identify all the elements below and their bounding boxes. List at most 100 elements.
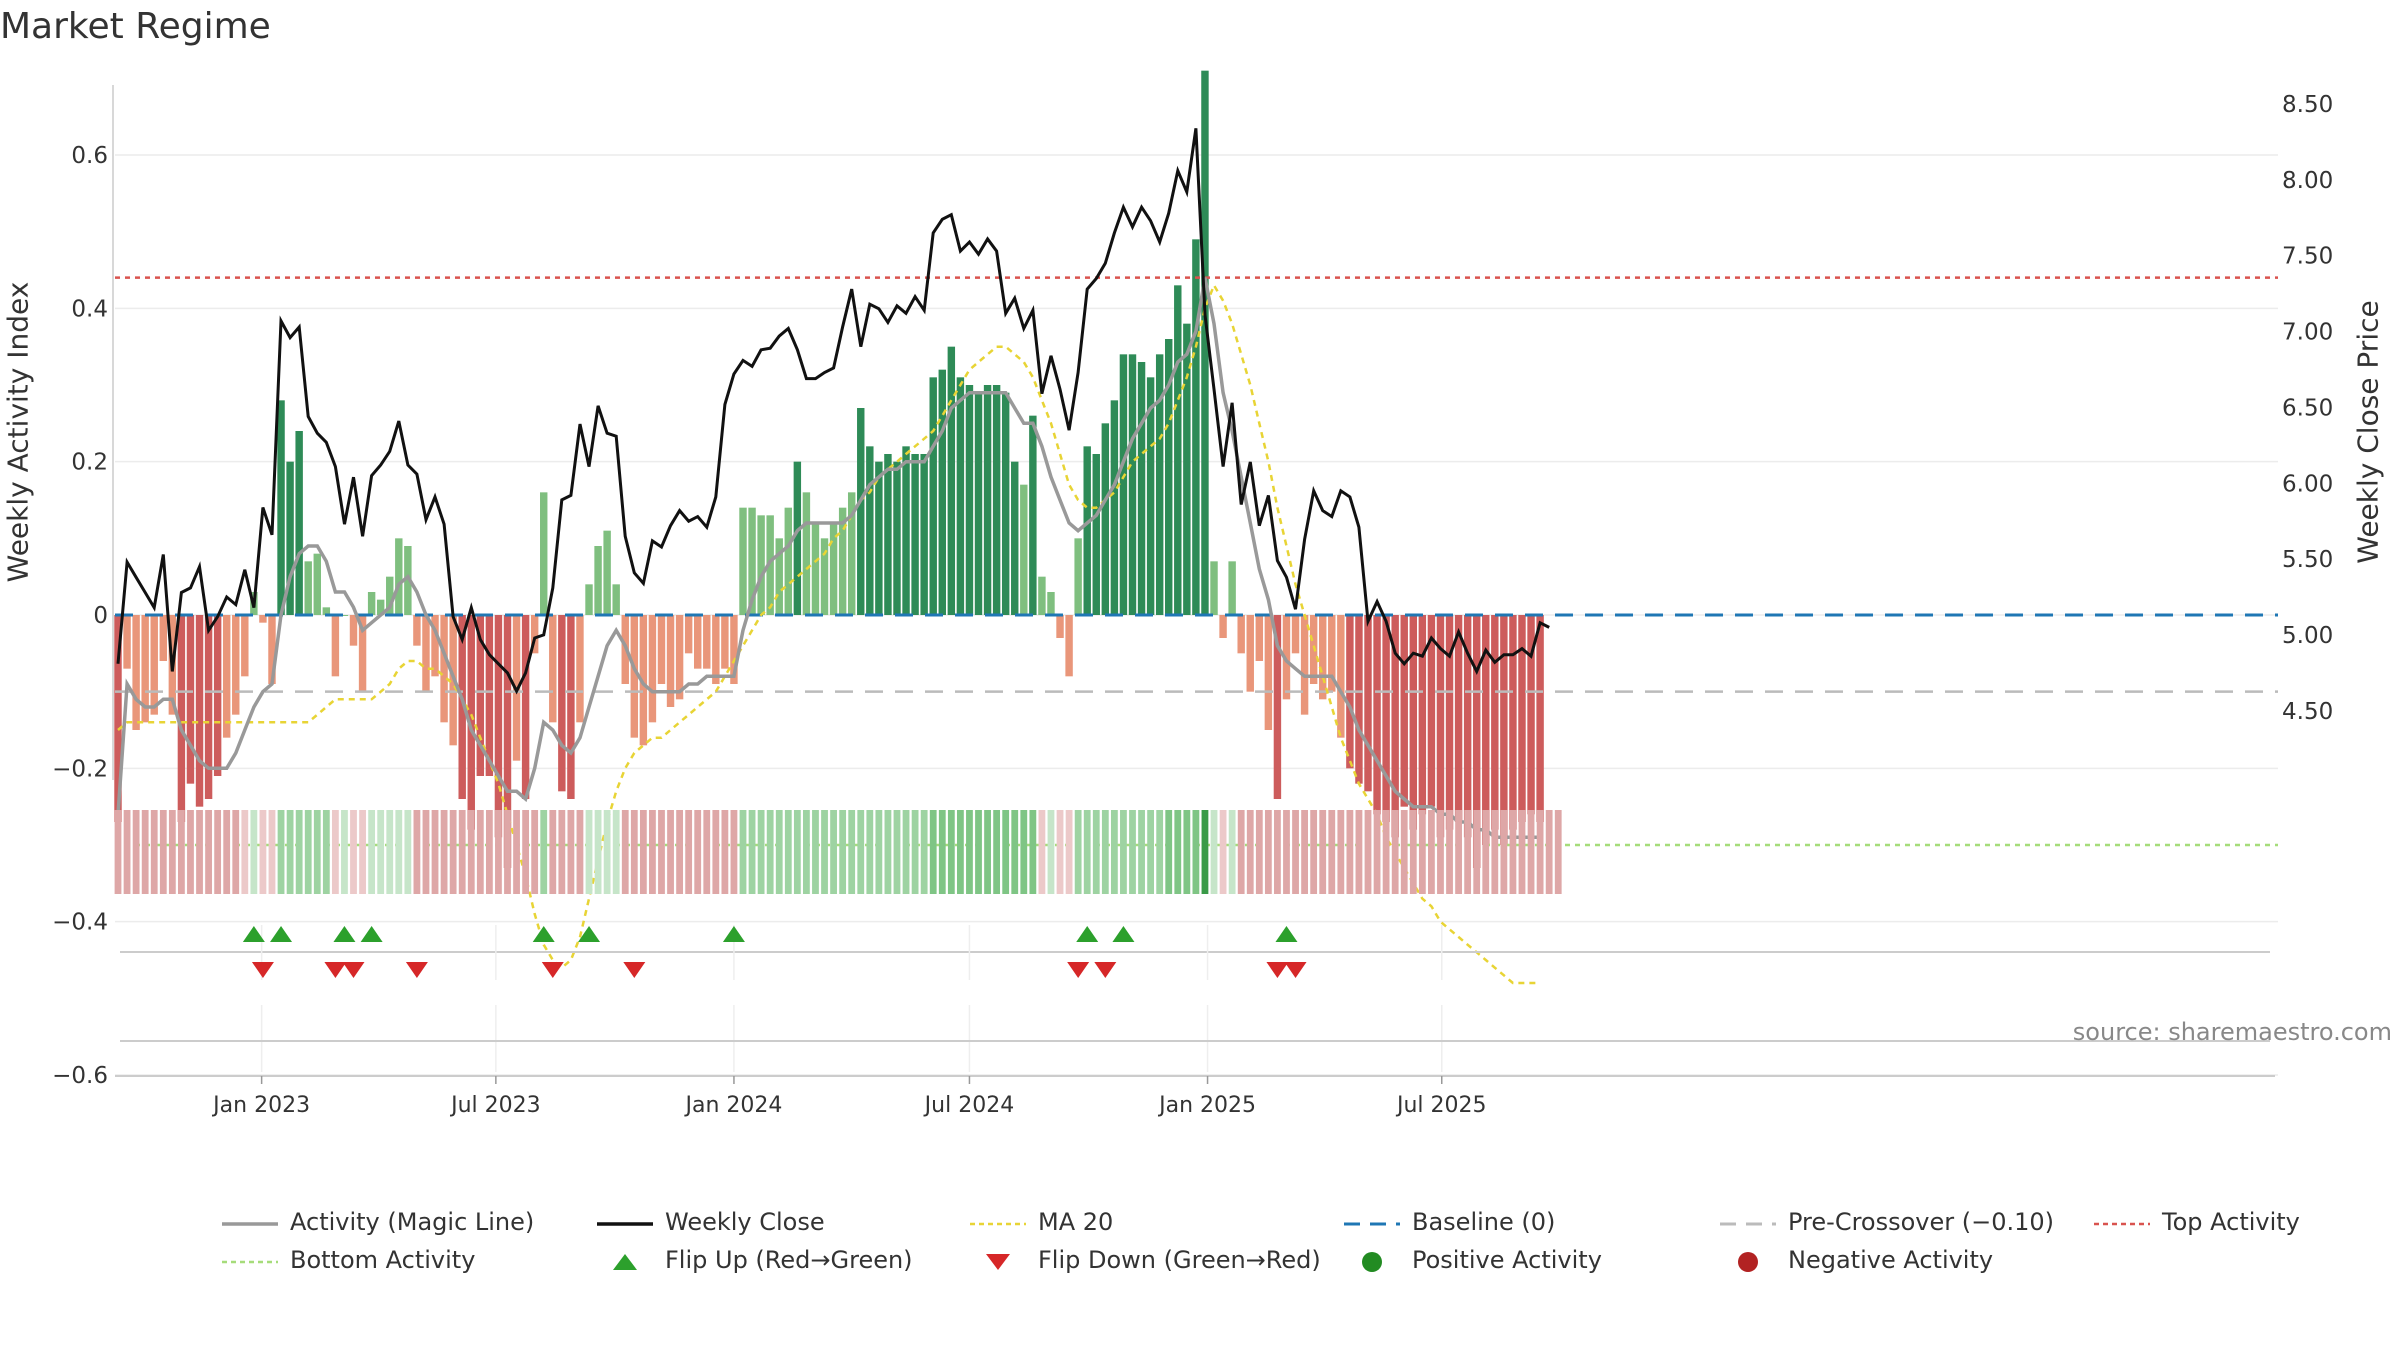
activity-bar (657, 615, 666, 684)
activity-bar (404, 546, 412, 615)
activity-bar (1373, 615, 1381, 815)
regime-strip-cell (123, 810, 131, 894)
regime-strip-cell (1083, 810, 1091, 894)
line-swatch-icon (1344, 1222, 1400, 1226)
activity-bar (1509, 615, 1517, 830)
activity-bar (467, 615, 475, 830)
x-tick-label: Jul 2024 (923, 1093, 1015, 1118)
activity-bar (204, 615, 213, 799)
activity-bar (1146, 377, 1155, 615)
activity-bar (1246, 615, 1254, 692)
regime-strip-cell (1328, 810, 1336, 894)
flip-down-marker (324, 962, 347, 978)
y-right-tick-label: 8.00 (2282, 168, 2333, 194)
regime-strip-cell (1455, 810, 1462, 894)
regime-strip-cell (250, 810, 258, 894)
regime-strip-cell (1337, 810, 1345, 894)
flip-down-marker (251, 962, 274, 978)
regime-strip-cell (395, 810, 403, 894)
regime-strip-cell (168, 810, 176, 894)
y-right-tick-label: 5.50 (2282, 547, 2333, 573)
regime-strip-cell (1210, 810, 1218, 894)
activity-bar (1119, 354, 1128, 615)
activity-bar (902, 446, 910, 615)
activity-bar (693, 615, 702, 669)
legend-label: Positive Activity (1412, 1246, 1602, 1274)
regime-strip-cell (1310, 810, 1318, 894)
regime-strip-cell (1391, 810, 1399, 894)
activity-bar (748, 507, 756, 615)
activity-bar (1364, 615, 1372, 792)
activity-bar (268, 615, 276, 684)
activity-bar (929, 377, 937, 615)
activity-bar (567, 615, 575, 799)
activity-bar (476, 615, 485, 776)
regime-strip-cell (495, 810, 502, 894)
activity-bar (1491, 615, 1499, 830)
regime-strip-cell (277, 810, 285, 894)
regime-strip-cell (1002, 810, 1010, 894)
legend-label: Flip Up (Red→Green) (665, 1246, 913, 1274)
line-swatch-icon (222, 1222, 278, 1226)
chart-title: Market Regime (0, 6, 271, 47)
activity-bar (983, 385, 992, 615)
activity-bar (1318, 615, 1327, 700)
regime-strip-cell (956, 810, 964, 894)
regime-strip-cell (531, 810, 539, 894)
activity-bar (1174, 285, 1182, 615)
regime-strip-cell (1038, 810, 1046, 894)
activity-bar (1047, 592, 1055, 615)
y-right-tick-label: 6.50 (2282, 395, 2333, 421)
activity-bar (594, 546, 602, 615)
activity-bar (648, 615, 657, 723)
activity-bar (703, 615, 711, 669)
regime-strip-cell (286, 810, 294, 894)
activity-bar (1400, 615, 1408, 807)
activity-bar (639, 615, 648, 746)
regime-strip-cell (848, 810, 856, 894)
legend-label: MA 20 (1038, 1208, 1114, 1236)
activity-bar (1128, 354, 1137, 615)
regime-strip-cell (730, 810, 738, 894)
activity-bar (295, 431, 303, 615)
regime-strip-cell (984, 810, 991, 894)
activity-bar (331, 615, 340, 677)
magic-line (116, 277, 1541, 840)
activity-bar (1074, 538, 1082, 615)
regime-strip-cell (866, 810, 874, 894)
activity-bar (730, 615, 738, 684)
activity-bar (1463, 615, 1472, 838)
regime-strip-cell (766, 810, 774, 894)
legend-label: Flip Down (Green→Red) (1038, 1246, 1321, 1274)
activity-bar (576, 615, 584, 723)
x-tick-label: Jul 2025 (1395, 1093, 1487, 1118)
triangle-up-icon (613, 1254, 637, 1270)
activity-bar (911, 454, 919, 615)
activity-bar (1219, 615, 1227, 638)
regime-strip-cell (549, 810, 557, 894)
flip-up-marker (1112, 926, 1135, 942)
regime-strip-cell (603, 810, 611, 894)
activity-bar (802, 492, 811, 615)
regime-strip-cell (757, 810, 765, 894)
activity-bar (811, 523, 820, 615)
activity-bar (1092, 454, 1100, 615)
regime-strip-cell (685, 810, 693, 894)
legend-label: Activity (Magic Line) (290, 1208, 535, 1236)
activity-bar (1454, 615, 1463, 822)
regime-strip-cell (295, 810, 303, 894)
legend-label: Bottom Activity (290, 1246, 476, 1274)
regime-strip-cell (1355, 810, 1363, 894)
activity-bar (485, 615, 494, 776)
regime-strip-cell (1509, 810, 1517, 894)
regime-strip-cell (875, 810, 883, 894)
activity-bar (893, 461, 901, 615)
flip-down-marker (1266, 962, 1289, 978)
activity-bar (1065, 615, 1073, 677)
flip-up-marker (532, 926, 555, 942)
activity-bar (857, 408, 865, 615)
regime-strip-cell (1011, 810, 1019, 894)
activity-bar (540, 492, 548, 615)
dot-icon (1362, 1252, 1382, 1272)
regime-strip-cell (1536, 810, 1544, 894)
